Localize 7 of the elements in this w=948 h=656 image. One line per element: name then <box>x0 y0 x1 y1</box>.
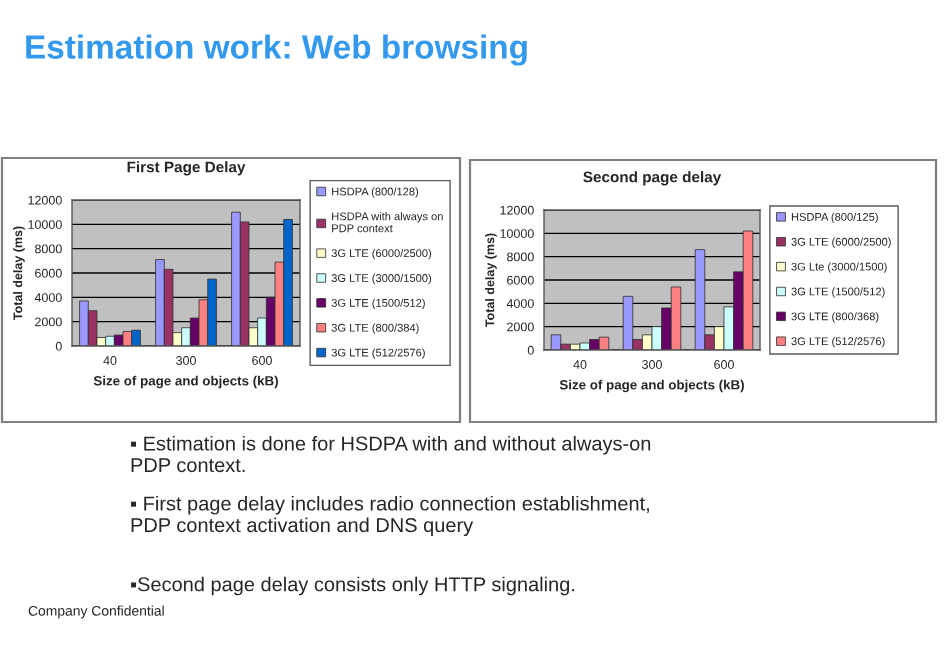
text: ▪Second page delay consists only HTTP signaling. <box>131 576 575 596</box>
text: ▪ First page delay includes radio connection establishment, PDP context activation and DNS query <box>131 495 649 537</box>
bar <box>694 249 706 350</box>
bar <box>550 334 562 350</box>
text: Estimation work: Web browsing <box>26 34 527 66</box>
text: ▪ Estimation is done for HSDPA with and without always-on PDP context. <box>131 435 651 473</box>
bar <box>622 295 634 350</box>
